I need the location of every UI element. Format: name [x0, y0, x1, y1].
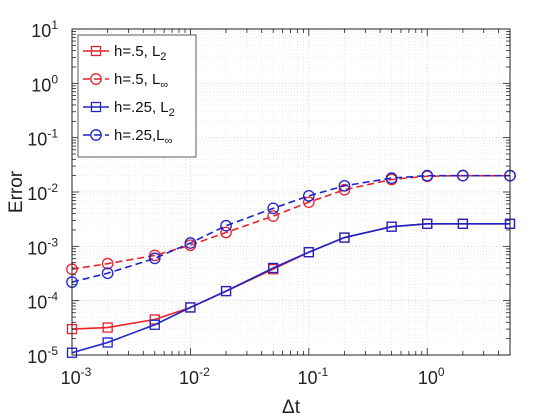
legend-marker [90, 73, 102, 85]
data-point-marker [338, 183, 351, 196]
legend-marker [90, 129, 102, 141]
data-point-marker [457, 169, 469, 182]
data-point-marker [302, 189, 315, 202]
legend-label: h=.5, L2 [114, 43, 166, 63]
data-point-marker [267, 202, 280, 215]
y-axis-label: Error [6, 170, 27, 213]
legend-marker [90, 101, 102, 113]
series-line [71, 174, 510, 283]
legend-label: h=.5, L∞ [114, 71, 168, 91]
data-point-marker [185, 302, 196, 313]
legend-marker [90, 45, 102, 57]
data-point-marker [267, 210, 280, 222]
legend-entry: h=.5, L2 [83, 43, 166, 63]
y-tick-label: 101 [31, 18, 58, 41]
legend-entry: h=.25, L2 [83, 99, 175, 119]
legend-entry: h=.5, L∞ [83, 71, 168, 91]
y-tick-label: 10-3 [27, 235, 58, 258]
data-point-marker [422, 218, 433, 229]
data-point-marker [303, 247, 314, 258]
data-point-marker [339, 232, 350, 243]
y-tick-label: 10-5 [27, 344, 58, 367]
x-tick-label: 100 [418, 365, 445, 388]
data-point-marker [102, 322, 113, 333]
x-tick-label: 10-2 [179, 365, 210, 388]
data-point-marker [302, 196, 315, 209]
data-point-marker [184, 237, 197, 249]
x-tick-label: 10-3 [61, 365, 92, 388]
data-point-marker [220, 219, 232, 232]
data-point-marker [102, 337, 113, 348]
data-point-marker [220, 285, 232, 297]
data-point-marker [268, 262, 279, 274]
data-point-marker [421, 169, 434, 182]
series-3 [66, 218, 516, 358]
data-point-marker [101, 257, 114, 270]
data-point-marker [385, 172, 398, 184]
y-tick-label: 100 [31, 72, 58, 95]
x-axis-label: Δt [282, 397, 301, 418]
legend: h=.5, L2 h=.5, L∞ h=.25, L2 h=.25,L∞ [77, 34, 197, 158]
y-tick-label: 10-2 [27, 181, 58, 204]
data-point-marker [148, 252, 161, 265]
y-tick-label: 10-4 [27, 290, 58, 313]
axis-ticks: 10-3 10-2 10-1 100 10-5 10-4 10-3 10-2 10-1 100 10… [27, 18, 511, 388]
data-point-marker [338, 179, 351, 192]
data-point-marker [220, 226, 232, 239]
data-point-marker [101, 267, 114, 280]
data-point-marker [457, 218, 469, 229]
data-point-marker [386, 221, 397, 232]
data-point-marker [149, 319, 160, 330]
legend-label: h=.25,L∞ [114, 127, 172, 147]
y-tick-label: 10-1 [27, 127, 58, 150]
series-line [71, 222, 510, 354]
x-tick-label: 10-1 [297, 365, 328, 388]
legend-label: h=.25, L2 [114, 99, 175, 119]
legend-entry: h=.25,L∞ [83, 127, 172, 147]
